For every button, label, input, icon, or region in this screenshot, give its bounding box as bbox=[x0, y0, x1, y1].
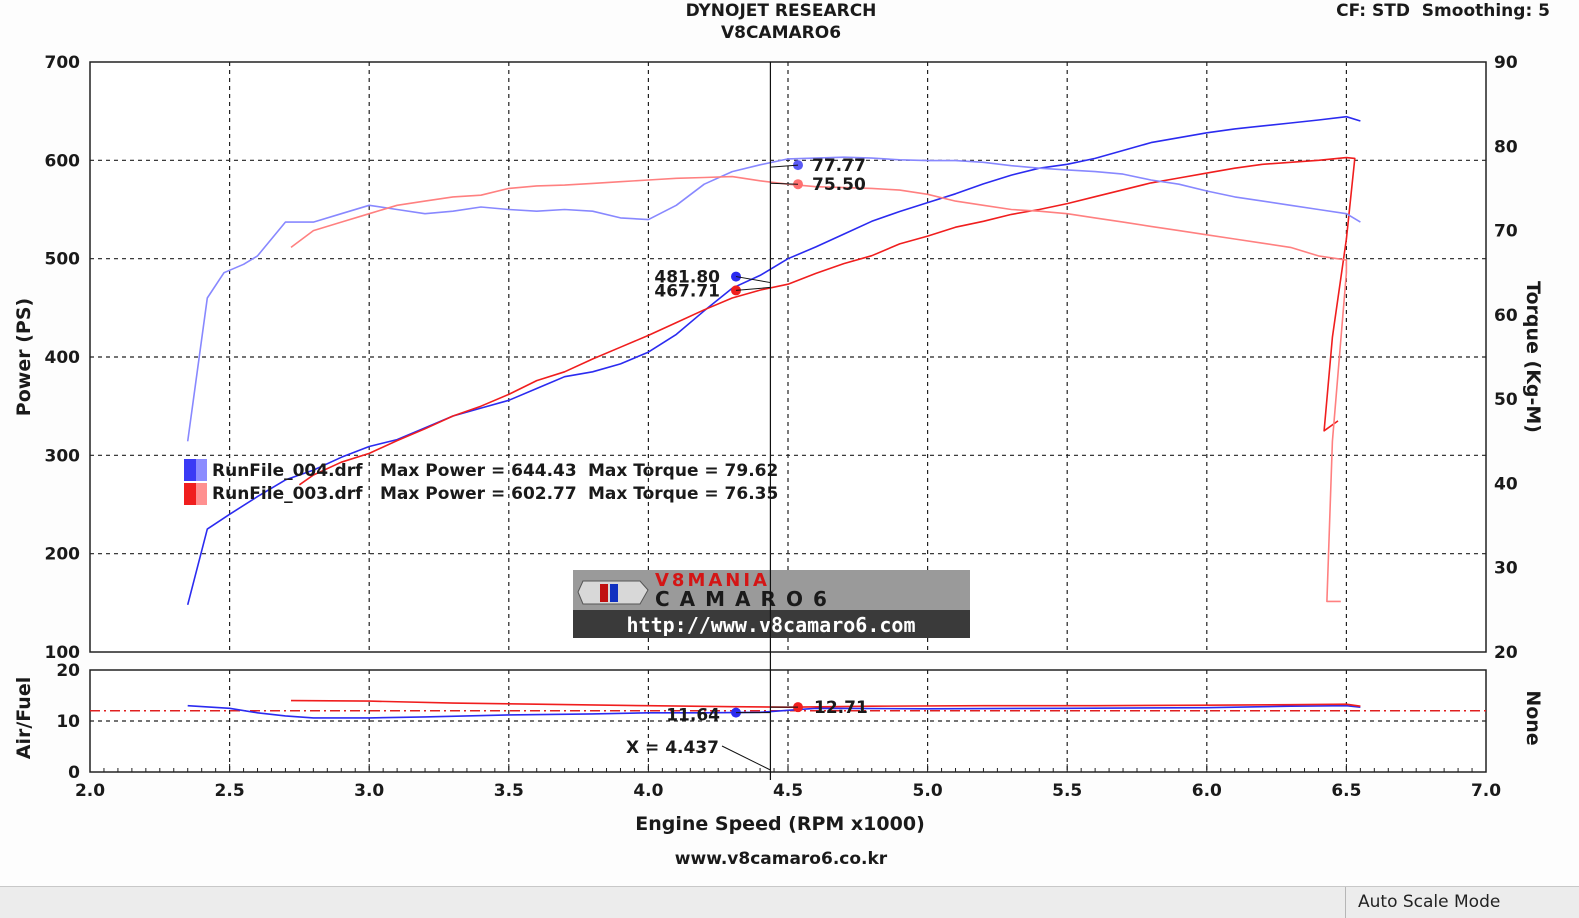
series-airfuel-runfile003drf bbox=[290, 699, 1361, 709]
cursor-value-torque-run003: 75.50 bbox=[812, 175, 866, 195]
x-tick-label: 6.5 bbox=[1331, 781, 1361, 801]
legend-power-run004: Max Power = 644.43 bbox=[380, 461, 577, 481]
airfuel-y-tick-label: 0 bbox=[68, 763, 80, 783]
y2-tick-label: 90 bbox=[1494, 53, 1518, 73]
y2-tick-label: 40 bbox=[1494, 474, 1518, 494]
x-tick-label: 4.0 bbox=[633, 781, 663, 801]
y-tick-label: 100 bbox=[45, 643, 81, 663]
legend-file-run004: RunFile_004.drf bbox=[212, 461, 363, 481]
x-tick-label: 2.5 bbox=[215, 781, 245, 801]
status-bar: Auto Scale Mode bbox=[0, 886, 1579, 918]
x-tick-label: 2.0 bbox=[75, 781, 105, 801]
cursor-leader-power-run003 bbox=[735, 286, 771, 291]
airfuel-grid bbox=[90, 670, 1486, 772]
series-power-runfile004drf bbox=[186, 115, 1361, 606]
y2-tick-label: 30 bbox=[1494, 559, 1518, 579]
camaro-badge-stripe bbox=[600, 584, 608, 602]
series-airfuel-runfile004drf bbox=[187, 704, 1361, 719]
y2-axis-title: Torque (Kg-M) bbox=[1522, 281, 1544, 433]
settings-label: CF: STD Smoothing: 5 bbox=[1336, 1, 1550, 21]
series-torque-runfile004drf bbox=[186, 156, 1361, 442]
legend-torque-run004: Max Torque = 79.62 bbox=[588, 461, 778, 481]
legend-swatch-run003-light bbox=[196, 483, 207, 505]
y-tick-label: 500 bbox=[45, 250, 81, 270]
watermark-logo: V8MANIA CAMARO6 http://www.v8camaro6.com bbox=[573, 570, 970, 638]
tick-labels: 2.0 2.5 3.0 3.5 4.0 4.5 5.0 5.5 6.0 6.5 7.01002003… bbox=[45, 53, 1518, 801]
y2-tick-label: 80 bbox=[1494, 137, 1518, 157]
airfuel-y2-axis-title: None bbox=[1522, 690, 1544, 745]
x-tick-label: 3.5 bbox=[494, 781, 524, 801]
y-tick-label: 300 bbox=[45, 446, 81, 466]
airfuel-y-tick-label: 20 bbox=[56, 661, 80, 681]
watermark-url-strip bbox=[573, 610, 970, 638]
legend-swatch-run004-light bbox=[196, 459, 207, 481]
x-tick-label: 7.0 bbox=[1471, 781, 1501, 801]
y2-tick-label: 60 bbox=[1494, 306, 1518, 326]
y2-tick-label: 20 bbox=[1494, 643, 1518, 663]
y-tick-label: 200 bbox=[45, 545, 81, 565]
x-tick-label: 6.0 bbox=[1192, 781, 1222, 801]
cursor-value-airfuel-run004: 11.64 bbox=[666, 706, 720, 726]
x-tick-label: 4.5 bbox=[773, 781, 803, 801]
cursor-value-power-run004: 481.80 bbox=[654, 268, 720, 288]
dyno-chart: DYNOJET RESEARCH V8CAMARO6 CF: STD Smoot… bbox=[13, 1, 1550, 869]
legend-power-run003: Max Power = 602.77 bbox=[380, 484, 577, 504]
y-axis-title: Power (PS) bbox=[13, 298, 35, 416]
cursor-leader-power-run004 bbox=[735, 276, 771, 284]
camaro-badge-stripe-blue bbox=[610, 584, 618, 602]
y2-tick-label: 70 bbox=[1494, 222, 1518, 242]
logo-text-bottom: CAMARO6 bbox=[655, 587, 837, 611]
airfuel-y-tick-label: 10 bbox=[56, 712, 80, 732]
legend: RunFile_004.drf Max Power = 644.43 Max T… bbox=[184, 459, 778, 505]
y-tick-label: 700 bbox=[45, 53, 81, 73]
cursor-leader-torque-run004 bbox=[770, 164, 799, 168]
chart-title: DYNOJET RESEARCH bbox=[686, 1, 877, 21]
series-lines bbox=[186, 115, 1361, 719]
y-tick-label: 400 bbox=[45, 348, 81, 368]
chart-subtitle: V8CAMARO6 bbox=[721, 23, 841, 43]
status-auto-scale[interactable]: Auto Scale Mode bbox=[1345, 887, 1500, 918]
cursor-value-torque-run004: 77.77 bbox=[812, 156, 866, 176]
x-tick-label: 3.0 bbox=[354, 781, 384, 801]
footer-site: www.v8camaro6.co.kr bbox=[675, 849, 888, 869]
logo-text-top: V8MANIA bbox=[655, 570, 770, 591]
cursor-x-label: X = 4.437 bbox=[626, 738, 719, 758]
x-axis-title: Engine Speed (RPM x1000) bbox=[635, 813, 925, 835]
cursor-value-airfuel-run003: 12.71 bbox=[814, 698, 868, 718]
airfuel-axis-title: Air/Fuel bbox=[13, 677, 35, 760]
series-torque-runfile003drf bbox=[290, 175, 1348, 603]
x-tick-label: 5.0 bbox=[913, 781, 943, 801]
series-power-runfile003drf bbox=[298, 156, 1356, 486]
cursor-x-leader bbox=[721, 745, 771, 771]
cursor-leader-torque-run003 bbox=[770, 182, 799, 185]
x-tick-label: 5.5 bbox=[1052, 781, 1082, 801]
y2-tick-label: 50 bbox=[1494, 390, 1518, 410]
legend-file-run003: RunFile_003.drf bbox=[212, 484, 363, 504]
y-tick-label: 600 bbox=[45, 151, 81, 171]
legend-torque-run003: Max Torque = 76.35 bbox=[588, 484, 778, 504]
cursor-value-power-run003: 467.71 bbox=[654, 281, 720, 301]
